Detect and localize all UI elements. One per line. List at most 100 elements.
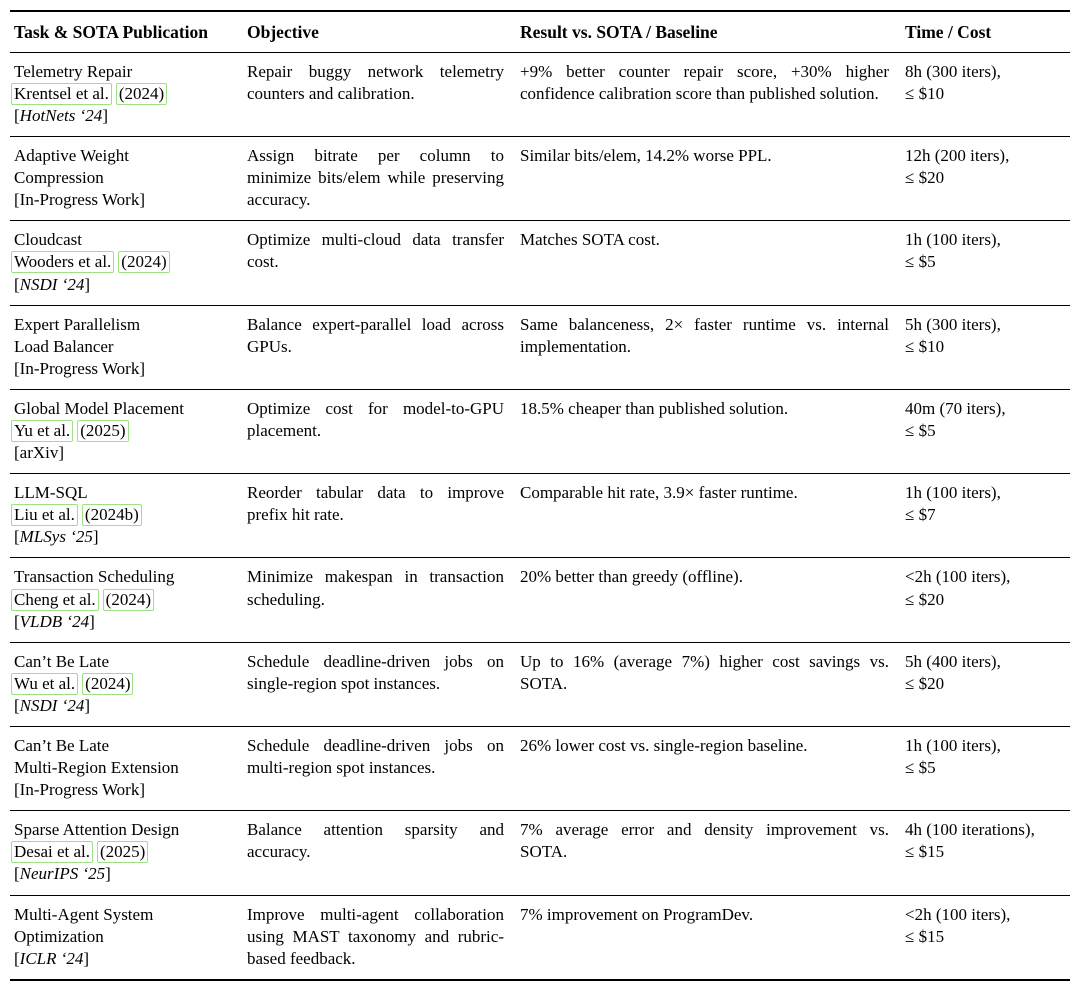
task-cell: Multi-Agent System Optimization [ICLR ‘24…	[10, 895, 247, 980]
task-title-line: Global Model Placement	[14, 398, 184, 418]
task-title-line: Cloudcast	[14, 230, 82, 250]
result-cell: +9% better counter repair score, +30% hi…	[520, 52, 905, 138]
venue-label: [In-Progress Work]	[14, 779, 231, 801]
task-title: Telemetry Repair	[14, 61, 231, 83]
table-body: Telemetry Repair Krentsel et al. (2024) […	[10, 52, 1070, 980]
time-line: 8h (300 iters),	[905, 61, 1001, 81]
result-cell: 7% improvement on ProgramDev.	[520, 904, 754, 924]
venue-bracket-open: [	[14, 443, 20, 463]
time-cost-cell: 4h (100 iterations), ≤ $15	[905, 810, 1070, 896]
table-row: Sparse Attention Design Desai et al. (202…	[10, 810, 1070, 896]
citation-year-link[interactable]: (2024b)	[81, 504, 142, 527]
citation-year-link[interactable]: (2024)	[82, 672, 134, 695]
time-cost-cell: 8h (300 iters), ≤ $10	[905, 52, 1070, 138]
task-title-line: Multi-Region Extension	[14, 758, 179, 778]
venue-label: [In-Progress Work]	[14, 189, 231, 211]
time-cost-cell: 40m (70 iters), ≤ $5	[905, 389, 1070, 475]
venue-bracket-close: ]	[105, 864, 111, 884]
task-title-line: Load Balancer	[14, 336, 114, 356]
venue-bracket-open: [	[14, 948, 20, 968]
task-title-line: Optimization	[14, 926, 104, 946]
cost-line: ≤ $10	[905, 83, 945, 103]
task-title: Can’t Be Late	[14, 651, 231, 673]
venue-bracket-close: ]	[84, 695, 91, 715]
task-title-line: Sparse Attention Design	[14, 820, 180, 840]
citation-year-link[interactable]: (2025)	[97, 841, 149, 864]
result-cell: 18.5% cheaper than published solution.	[520, 389, 905, 475]
task-title: Global Model Placement	[14, 398, 231, 420]
venue-bracket-open: [	[14, 358, 20, 378]
cost-line: ≤ $5	[905, 420, 936, 440]
time-cost-cell: 5h (400 iters), ≤ $20	[905, 642, 1070, 728]
venue-name: MLSys ‘25	[19, 527, 93, 547]
objective-cell: Optimize cost for model-to-GPU placement…	[247, 389, 520, 475]
result-cell: 20% better than greedy (offline).	[520, 557, 905, 643]
time-line: 1h (100 iters),	[905, 736, 1001, 755]
venue-name: VLDB ‘24	[19, 611, 90, 631]
citation-year-link[interactable]: (2024)	[118, 251, 170, 274]
task-title: Cloudcast	[14, 229, 231, 251]
objective-cell: Schedule deadline-driven jobs on multi-r…	[247, 726, 520, 812]
citation-year-link[interactable]: (2025)	[77, 419, 129, 443]
table-row: Telemetry Repair Krentsel et al. (2024) […	[10, 52, 1070, 138]
venue-bracket-open: [	[14, 105, 20, 125]
venue-name: NSDI ‘24	[19, 274, 85, 294]
time-line: <2h (100 iters),	[905, 567, 1011, 587]
venue-label: [NSDI ‘24]	[14, 695, 231, 717]
objective-cell: Optimize multi-cloud data transfer cost.	[247, 220, 520, 306]
venue-label: [VLDB ‘24]	[14, 611, 231, 633]
objective-cell: Assign bitrate per column to minimize bi…	[247, 136, 520, 222]
task-cell: Transaction Scheduling Cheng et al. (2024…	[10, 557, 247, 643]
citation-year-link[interactable]: (2024)	[102, 588, 154, 611]
result-cell: Same balanceness, 2× faster runtime vs. …	[520, 305, 905, 390]
venue-bracket-open: [	[14, 274, 20, 294]
venue-bracket-open: [	[14, 695, 20, 715]
venue-bracket-close: ]	[102, 105, 108, 125]
objective-cell: Balance expert-parallel load across GPUs…	[247, 305, 520, 390]
task-cell: Sparse Attention Design Desai et al. (202…	[10, 810, 247, 896]
citation-year-link[interactable]: (2024)	[115, 82, 168, 105]
citation-authors-link[interactable]: Wu et al.	[11, 672, 79, 695]
objective-cell: Reorder tabular data to improve prefix h…	[247, 473, 520, 559]
citation-authors-link[interactable]: Krentsel et al.	[11, 82, 112, 105]
venue-bracket-close: ]	[139, 780, 146, 800]
venue-name: HotNets ‘24	[19, 105, 103, 125]
citation-line: Liu et al. (2024b)	[11, 504, 231, 527]
venue-name: ICLR ‘24	[19, 948, 84, 968]
citation-authors-link[interactable]: Cheng et al.	[11, 588, 99, 611]
time-line: 1h (100 iters),	[905, 230, 1001, 250]
table-row: Cloudcast Wooders et al. (2024) [NSDI ‘24…	[10, 220, 1070, 306]
task-title-line: Expert Parallelism	[14, 314, 141, 334]
task-title: Transaction Scheduling	[14, 566, 231, 588]
task-cell: Telemetry Repair Krentsel et al. (2024) […	[10, 52, 247, 138]
col-header-task: Task & SOTA Publication	[10, 11, 247, 53]
citation-line: Wu et al. (2024)	[11, 672, 231, 695]
result-cell: Up to 16% (average 7%) higher cost savin…	[520, 642, 905, 728]
citation-authors-link[interactable]: Wooders et al.	[11, 251, 115, 274]
objective-cell: Improve multi-agent collaboration using …	[247, 904, 504, 968]
venue-label: [In-Progress Work]	[14, 358, 231, 380]
time-line: 1h (100 iters),	[905, 483, 1001, 503]
table-row: Global Model Placement Yu et al. (2025) […	[10, 389, 1070, 475]
time-line: 5h (300 iters),	[905, 314, 1001, 334]
venue-bracket-close: ]	[89, 611, 95, 631]
result-cell: 26% lower cost vs. single-region baselin…	[520, 726, 905, 812]
citation-authors-link[interactable]: Liu et al.	[11, 504, 78, 527]
citation-authors-link[interactable]: Yu et al.	[11, 419, 74, 443]
task-cell: Adaptive Weight Compression [In-Progress …	[10, 136, 247, 222]
task-cell: LLM-SQL Liu et al. (2024b) [MLSys ‘25]	[10, 473, 247, 559]
venue-name: In-Progress Work	[19, 358, 140, 378]
task-title: Multi-Agent System Optimization	[14, 904, 231, 948]
objective-cell: Balance attention sparsity and accuracy.	[247, 810, 520, 896]
citation-line: Wooders et al. (2024)	[11, 251, 231, 274]
task-cell: Can’t Be Late Multi-Region Extension [In-…	[10, 726, 247, 812]
venue-bracket-close: ]	[84, 274, 91, 294]
task-title-line: Telemetry Repair	[14, 61, 133, 81]
time-cost-cell: 1h (100 iters), ≤ $5	[905, 220, 1070, 306]
time-cost-cell: 1h (100 iters), ≤ $5	[905, 726, 1070, 812]
venue-bracket-open: [	[14, 864, 20, 884]
time-line: 40m (70 iters),	[905, 398, 1006, 418]
venue-bracket-open: [	[14, 190, 20, 210]
citation-authors-link[interactable]: Desai et al.	[11, 841, 93, 864]
